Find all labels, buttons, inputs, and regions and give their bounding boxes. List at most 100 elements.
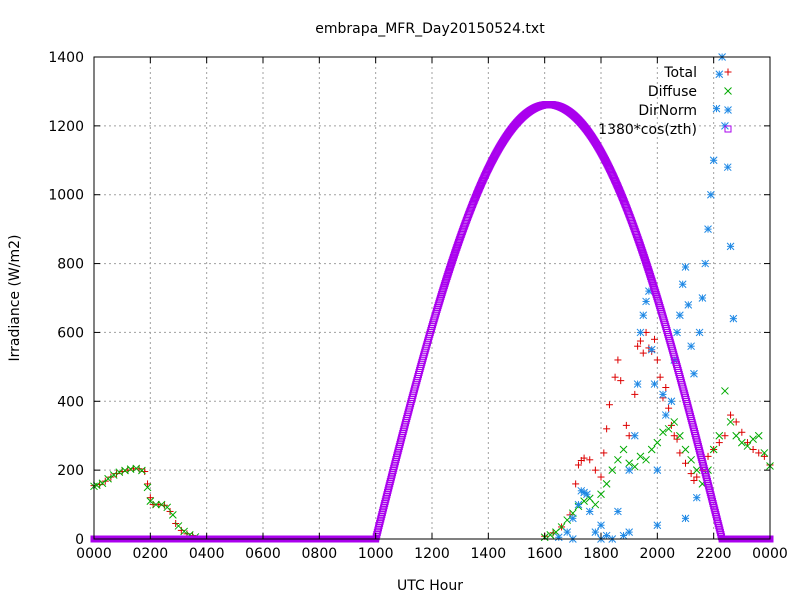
dirnorm-point bbox=[661, 411, 670, 419]
diffuse-point bbox=[115, 468, 124, 477]
cos-zth-point bbox=[709, 500, 717, 508]
cos-zth-point bbox=[708, 495, 716, 503]
x-tick-label: 0200 bbox=[133, 546, 169, 562]
cos-zth-point bbox=[389, 469, 397, 477]
cos-zth-point bbox=[705, 484, 713, 492]
diffuse-point bbox=[132, 464, 141, 473]
cos-zth-point bbox=[386, 480, 394, 488]
dirnorm-point bbox=[723, 163, 732, 172]
cos-zth-point bbox=[698, 456, 706, 464]
cos-zth-point bbox=[378, 511, 386, 519]
diffuse-point bbox=[721, 387, 729, 395]
dirnorm-point bbox=[706, 190, 715, 199]
y-tick-label: 400 bbox=[57, 394, 84, 410]
diffuse-point bbox=[98, 479, 107, 488]
legend: Total Diffuse DirNorm 1380*cos(zth) bbox=[598, 65, 732, 138]
dirnorm-point bbox=[687, 342, 695, 351]
cos-zth-point bbox=[710, 502, 718, 510]
total-point bbox=[617, 377, 625, 385]
dirnorm-point bbox=[554, 533, 563, 542]
y-tick-label: 600 bbox=[57, 325, 84, 341]
cos-zth-point bbox=[648, 278, 656, 286]
cos-zth-point bbox=[376, 519, 384, 527]
diffuse-point bbox=[676, 431, 684, 440]
total-point bbox=[662, 384, 670, 392]
dirnorm-point bbox=[583, 490, 591, 499]
cos-zth-point bbox=[440, 283, 448, 291]
cos-zth-point bbox=[715, 524, 723, 532]
cos-zth-point bbox=[372, 533, 380, 541]
diffuse-point bbox=[180, 527, 188, 536]
x-tick-label: 0800 bbox=[302, 546, 338, 562]
cos-zth-point bbox=[377, 513, 385, 521]
axis-ticks: 0000 0200 0400 0600 0800 1000 1200 1400 1600 1800… bbox=[48, 50, 787, 562]
cos-zth-point bbox=[386, 477, 394, 485]
cos-zth-point bbox=[693, 438, 701, 446]
dirnorm-point bbox=[585, 507, 594, 516]
total-point bbox=[732, 418, 740, 426]
diffuse-point bbox=[163, 503, 172, 512]
y-tick-label: 0 bbox=[75, 532, 84, 548]
cos-zth-point bbox=[442, 276, 450, 284]
cos-zth-point bbox=[647, 274, 655, 282]
cos-zth-point bbox=[710, 504, 718, 512]
legend-label: DirNorm bbox=[638, 103, 697, 119]
cos-zth-point bbox=[382, 493, 390, 501]
total-point bbox=[580, 454, 588, 462]
cos-zth-point bbox=[381, 497, 389, 505]
diffuse-point bbox=[760, 449, 769, 457]
cos-zth-point bbox=[646, 271, 654, 279]
cos-zth-point bbox=[393, 453, 401, 461]
total-point bbox=[572, 480, 580, 488]
dirnorm-point bbox=[667, 397, 676, 406]
x-tick-label: 0000 bbox=[76, 546, 112, 562]
dirnorm-point bbox=[681, 263, 690, 271]
dirnorm-point bbox=[692, 493, 701, 502]
cos-zth-point bbox=[378, 508, 386, 516]
cos-zth-point bbox=[394, 447, 402, 455]
y-axis-label: Irradiance (W/m2) bbox=[7, 235, 23, 362]
x-tick-label: 1400 bbox=[471, 546, 507, 562]
diffuse-point bbox=[749, 435, 757, 444]
total-point bbox=[591, 466, 599, 474]
legend-marker bbox=[724, 87, 732, 95]
dirnorm-point bbox=[681, 514, 690, 523]
total-point bbox=[715, 439, 723, 447]
total-point bbox=[651, 335, 659, 343]
total-point bbox=[727, 411, 735, 419]
diffuse-point bbox=[602, 480, 611, 488]
cos-zth-point bbox=[649, 281, 657, 289]
cos-zth-point bbox=[716, 526, 724, 534]
cos-zth-point bbox=[645, 267, 653, 275]
x-tick-label: 1800 bbox=[583, 546, 619, 562]
total-point bbox=[636, 337, 644, 345]
total-point bbox=[693, 473, 701, 481]
cos-zth-point bbox=[699, 460, 707, 468]
dirnorm-point bbox=[568, 514, 577, 523]
dirnorm-point bbox=[690, 369, 698, 378]
cos-zth-point bbox=[439, 285, 447, 293]
legend-marker bbox=[724, 106, 732, 114]
diffuse-point bbox=[169, 511, 177, 519]
cos-zth-point bbox=[697, 453, 705, 461]
cos-zth-point bbox=[712, 513, 720, 521]
cos-zth-point bbox=[696, 449, 704, 457]
total-point bbox=[653, 356, 661, 364]
diffuse-point bbox=[591, 500, 600, 509]
cos-zth-point bbox=[438, 291, 446, 299]
total-point bbox=[600, 449, 608, 457]
cos-zth-point bbox=[697, 451, 705, 459]
cos-zth-point bbox=[390, 462, 398, 470]
cos-zth-point bbox=[385, 482, 393, 490]
total-point bbox=[611, 373, 619, 381]
diffuse-point bbox=[754, 431, 763, 440]
cos-zth-point bbox=[712, 511, 720, 519]
cos-zth-point bbox=[379, 506, 387, 514]
dirnorm-point bbox=[633, 380, 642, 388]
diffuse-point bbox=[715, 431, 724, 440]
total-point bbox=[605, 401, 613, 409]
diffuse-point bbox=[608, 466, 617, 474]
dirnorm-point bbox=[602, 531, 611, 540]
cos-zth-point bbox=[385, 484, 393, 492]
